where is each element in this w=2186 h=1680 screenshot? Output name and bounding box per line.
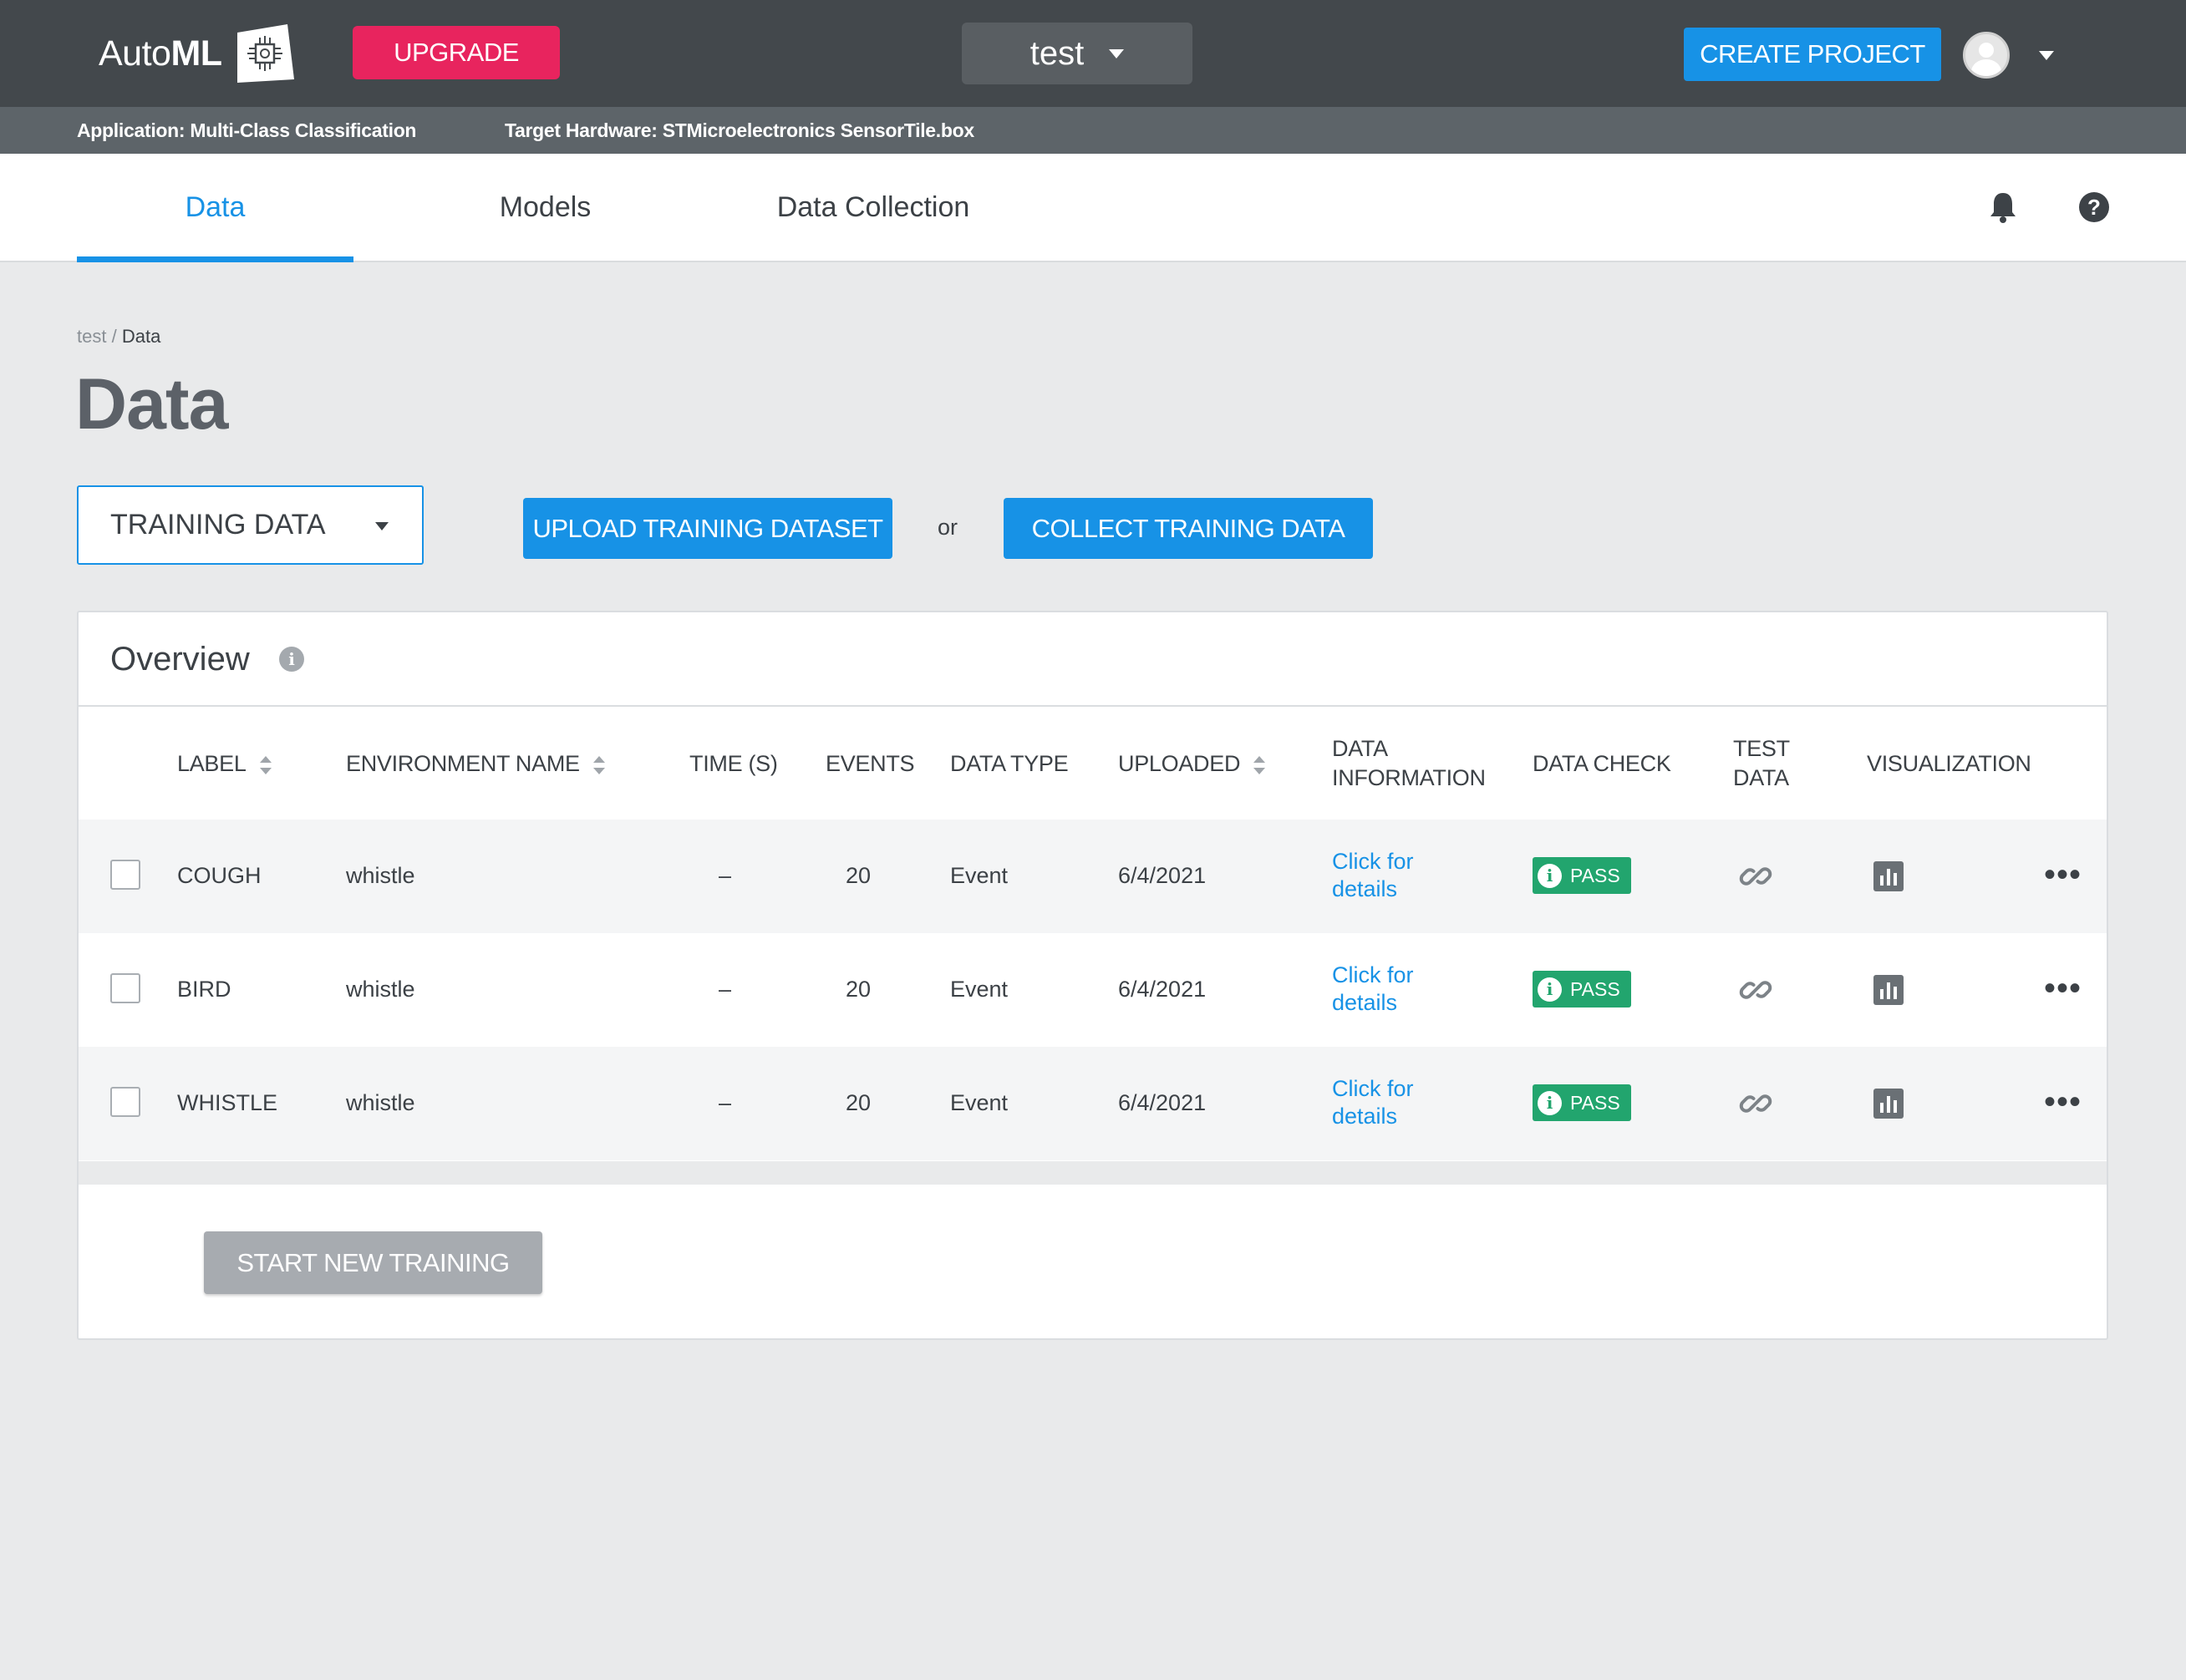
start-new-training-button[interactable]: START NEW TRAINING xyxy=(204,1231,542,1294)
column-data-information: DATA INFORMATION xyxy=(1332,736,1486,790)
row-events: 20 xyxy=(846,863,872,888)
data-details-link[interactable]: Click for details xyxy=(1332,849,1414,901)
project-info-bar: Application: Multi-Class Classification … xyxy=(0,107,2186,154)
sort-icon[interactable] xyxy=(259,754,272,776)
column-events: EVENTS xyxy=(826,751,915,776)
bar-chart-icon[interactable] xyxy=(1873,861,1904,891)
column-test-data: TEST DATA xyxy=(1733,736,1790,790)
target-hardware-info: Target Hardware: STMicroelectronics Sens… xyxy=(505,119,974,141)
bar-chart-icon[interactable] xyxy=(1873,975,1904,1005)
breadcrumb: test / Data xyxy=(77,326,160,348)
row-time: – xyxy=(719,863,732,888)
user-menu-chevron-icon[interactable] xyxy=(2039,51,2054,60)
row-label: BIRD xyxy=(177,977,231,1002)
project-name: test xyxy=(1029,34,1085,72)
upgrade-button[interactable]: UPGRADE xyxy=(353,26,560,79)
application-info: Application: Multi-Class Classification xyxy=(77,119,417,141)
upload-training-dataset-button[interactable]: UPLOAD TRAINING DATASET xyxy=(523,498,892,559)
tab-models[interactable]: Models xyxy=(499,190,592,223)
info-icon: i xyxy=(1538,977,1562,1002)
bar-chart-icon[interactable] xyxy=(1873,1089,1904,1119)
data-type-select[interactable]: TRAINING DATA xyxy=(77,485,424,565)
overview-title: Overview xyxy=(110,641,250,678)
row-time: – xyxy=(719,1090,732,1115)
info-icon[interactable]: i xyxy=(279,647,304,672)
main-tabs: Data Models Data Collection ? xyxy=(0,154,2186,262)
overview-header: Overview i xyxy=(79,612,2107,707)
breadcrumb-separator: / xyxy=(111,326,117,347)
row-checkbox[interactable] xyxy=(110,973,140,1003)
row-environment: whistle xyxy=(346,863,415,888)
row-environment: whistle xyxy=(346,977,415,1002)
pass-badge[interactable]: i PASS xyxy=(1533,857,1631,894)
data-details-link[interactable]: Click for details xyxy=(1332,962,1414,1015)
column-data-check: DATA CHECK xyxy=(1533,751,1671,776)
top-bar: AutoML UPGRADE test CREATE PROJECT xyxy=(0,0,2186,107)
row-data-type: Event xyxy=(950,863,1009,888)
table-row[interactable]: COUGH whistle – 20 Event 6/4/2021 Click … xyxy=(79,820,2107,933)
row-events: 20 xyxy=(846,977,872,1002)
project-selector[interactable]: test xyxy=(962,23,1192,84)
column-visualization: VISUALIZATION xyxy=(1867,751,2031,776)
chevron-down-icon xyxy=(1109,48,1125,58)
help-icon[interactable]: ? xyxy=(2079,192,2109,222)
link-icon[interactable] xyxy=(1738,859,1773,894)
more-icon[interactable]: ••• xyxy=(2044,856,2082,893)
row-events: 20 xyxy=(846,1090,872,1115)
breadcrumb-root[interactable]: test xyxy=(77,326,107,347)
breadcrumb-current: Data xyxy=(121,326,161,347)
pass-badge[interactable]: i PASS xyxy=(1533,971,1631,1007)
chevron-down-icon xyxy=(375,522,389,530)
tab-data-collection[interactable]: Data Collection xyxy=(776,190,970,223)
table-row[interactable]: BIRD whistle – 20 Event 6/4/2021 Click f… xyxy=(79,933,2107,1047)
collect-training-data-button[interactable]: COLLECT TRAINING DATA xyxy=(1004,498,1373,559)
link-icon[interactable] xyxy=(1738,1086,1773,1121)
data-type-select-value: TRAINING DATA xyxy=(110,509,326,541)
or-separator: or xyxy=(938,515,958,540)
automl-logo[interactable]: AutoML xyxy=(99,23,294,84)
tab-data[interactable]: Data xyxy=(77,154,353,262)
row-uploaded: 6/4/2021 xyxy=(1118,1090,1207,1115)
info-icon: i xyxy=(1538,863,1562,888)
table-row[interactable]: WHISTLE whistle – 20 Event 6/4/2021 Clic… xyxy=(79,1047,2107,1160)
user-avatar[interactable] xyxy=(1963,32,2010,79)
more-icon[interactable]: ••• xyxy=(2044,1084,2082,1120)
page-title: Data xyxy=(75,364,228,444)
row-data-type: Event xyxy=(950,1090,1009,1115)
column-environment-name[interactable]: ENVIRONMENT NAME xyxy=(346,749,605,779)
row-time: – xyxy=(719,977,732,1002)
create-project-button[interactable]: CREATE PROJECT xyxy=(1684,28,1941,81)
row-uploaded: 6/4/2021 xyxy=(1118,863,1207,888)
sort-icon[interactable] xyxy=(592,754,605,776)
row-data-type: Event xyxy=(950,977,1009,1002)
pass-badge[interactable]: i PASS xyxy=(1533,1084,1631,1121)
more-icon[interactable]: ••• xyxy=(2044,970,2082,1007)
bell-icon[interactable] xyxy=(1989,190,2017,224)
row-checkbox[interactable] xyxy=(110,1087,140,1117)
row-environment: whistle xyxy=(346,1090,415,1115)
overview-card: Overview i LABEL ENVIRONMENT NAME TIME (… xyxy=(77,611,2108,1340)
row-label: WHISTLE xyxy=(177,1090,278,1115)
link-icon[interactable] xyxy=(1738,972,1773,1007)
chip-logo-icon xyxy=(236,24,294,83)
logo-text: AutoML xyxy=(99,33,222,74)
row-uploaded: 6/4/2021 xyxy=(1118,977,1207,1002)
info-icon: i xyxy=(1538,1090,1562,1115)
table-footer-strip xyxy=(79,1161,2107,1185)
row-checkbox[interactable] xyxy=(110,860,140,890)
row-label: COUGH xyxy=(177,863,262,888)
column-time: TIME (S) xyxy=(689,751,778,776)
column-label[interactable]: LABEL xyxy=(177,749,272,779)
column-data-type: DATA TYPE xyxy=(950,751,1069,776)
column-uploaded[interactable]: UPLOADED xyxy=(1118,749,1266,779)
data-details-link[interactable]: Click for details xyxy=(1332,1076,1414,1129)
sort-icon[interactable] xyxy=(1253,754,1266,776)
